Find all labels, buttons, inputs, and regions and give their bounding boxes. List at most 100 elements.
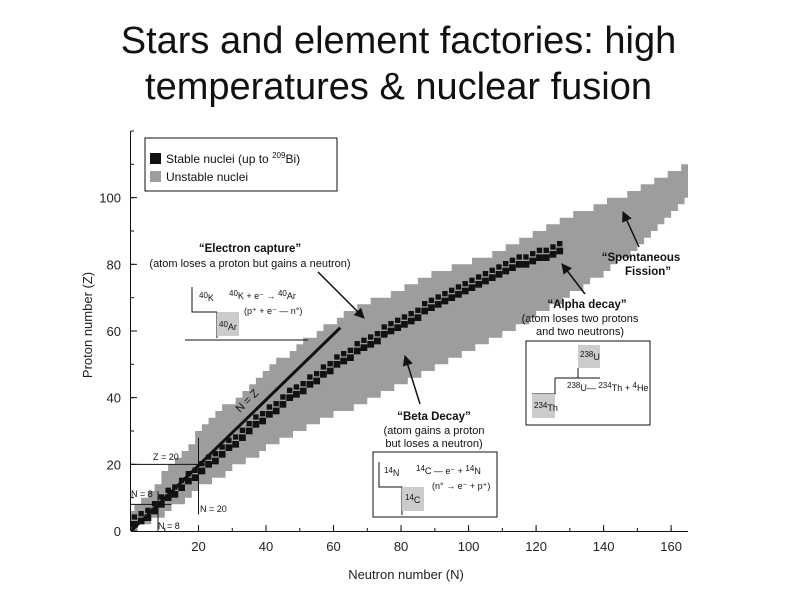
stable-nucleus-point [326,367,334,375]
electron-capture-arrow [317,271,365,319]
electron-capture-daughter-box [217,312,239,336]
stable-nucleus-point [522,261,530,268]
stable-nucleus-point [259,417,267,425]
alpha-decay-daughter: 234Th [534,401,558,413]
legend-label-unstable: Unstable nuclei [166,170,248,184]
stable-nucleus-point [401,321,408,328]
x-tick-label: 160 [660,539,682,554]
electron-capture-parent: 40K [199,291,214,303]
beta-decay-arrow [402,354,421,405]
stable-nucleus-point [515,261,523,268]
spontaneous-fission-arrow [622,211,640,248]
alpha-decay-daughter-box [532,394,555,418]
spontaneous-fission-annotation: “Spontaneous Fission” [602,211,680,278]
z20-label: Z = 20 [153,452,179,462]
electron-capture-daughter: 40Ar [219,320,237,332]
stable-nucleus-point [219,444,225,450]
stable-nucleus-point [502,267,510,275]
stable-nucleus-point [421,307,429,315]
stable-nucleus-point [171,491,179,498]
stable-nucleus-point [475,281,483,288]
stable-nucleus-point [482,277,489,285]
stable-nucleus-point [205,461,213,468]
legend-stable-sym: Bi) [285,152,300,166]
stable-nucleus-point [199,461,205,467]
stable-nucleus-point [394,317,401,323]
stable-nucleus-point [165,487,171,493]
stable-nucleus-point [394,324,402,331]
stable-nucleus-point [198,467,206,475]
n8-upper-label: N = 8 [131,489,153,499]
spontaneous-fission-line-2: Fission” [625,266,671,278]
legend-frame [144,137,338,192]
y-tick-label: 0 [114,524,121,539]
stable-nucleus-point [441,297,449,305]
stable-nucleus-point [144,514,152,521]
stable-nucleus-point [164,494,172,501]
stable-nucleus-point [178,477,185,483]
stable-nucleus-point [313,377,321,385]
stable-nucleus-point [232,434,239,440]
alpha-decay-arrow [561,263,586,295]
alpha-decay-title: “Alpha decay” [547,299,626,311]
stable-nucleus-point [246,421,252,427]
stable-nucleus-point [442,291,448,297]
stable-nucleus-point [542,254,550,261]
stable-nucleus-point [280,394,286,400]
y-tick-label: 100 [99,191,121,206]
stable-nucleus-point [367,341,375,348]
stable-nucleus-point [448,287,455,293]
stable-nucleus-point [556,247,564,255]
stable-nucleus-point [334,354,340,360]
alpha-decay-equation: 238U— 234Th + 4He [567,381,648,393]
stable-nucleus-point [488,274,496,281]
stable-nucleus-point [523,254,529,260]
stable-nucleus-point [428,297,435,303]
stable-nucleus-point [218,451,226,458]
stable-nucleus-point [388,321,394,327]
stable-nucleus-point [293,391,300,398]
stable-nucleus-point [401,314,408,320]
y-tick-label: 40 [107,391,121,406]
beta-decay-parent: 14N [384,466,399,478]
stable-nucleus-point [232,441,240,448]
electron-capture-equation: 40K + e⁻ → 40Ar [229,289,296,301]
stable-nucleus-point [253,414,259,420]
stable-nucleus-point [138,511,144,517]
stable-nucleus-point [435,294,441,300]
stable-nucleus-point [266,411,273,418]
stable-nucleus-point [407,317,415,325]
stable-nucleus-point [212,451,219,457]
legend-stable-mass: 209 [272,151,286,160]
stable-nucleus-point [131,514,138,520]
y-tick-label: 80 [107,257,121,272]
alpha-decay-parent: 238U [580,350,600,362]
beta-decay-equation: 14C — e⁻ + 14N [416,464,481,476]
stable-nucleus-point [172,484,178,490]
stable-nucleus-point [245,427,253,435]
stable-nucleus-point [320,371,327,378]
stable-nucleus-point [266,404,273,410]
stable-nucleus-point [536,247,543,253]
beta-decay-title: “Beta Decay” [397,411,471,423]
stable-nucleus-point [307,374,313,380]
stable-nucleus-point [462,281,468,287]
beta-decay-frame [372,451,498,518]
x-tick-label: 60 [326,539,340,554]
legend: Stable nuclei (up to 209Bi) Unstable nuc… [144,137,338,192]
stable-nucleus-point [380,331,388,338]
electron-capture-title: “Electron capture” [199,243,301,255]
stable-nucleus-point [550,244,556,250]
stable-nucleus-point [549,251,557,258]
stable-nucleus-point [131,521,138,528]
stable-nucleus-point [306,381,314,388]
stable-nucleus-point [300,381,306,387]
stable-nucleus-point [387,327,395,335]
stable-nucleus-point [239,427,246,433]
x-tick-label: 40 [259,539,273,554]
stable-nucleus-point [509,257,516,263]
stable-nucleus-point [374,337,381,345]
stable-nucleus-point [286,394,294,401]
stable-nucleus-point [205,454,212,460]
stable-nucleus-point [414,314,422,321]
